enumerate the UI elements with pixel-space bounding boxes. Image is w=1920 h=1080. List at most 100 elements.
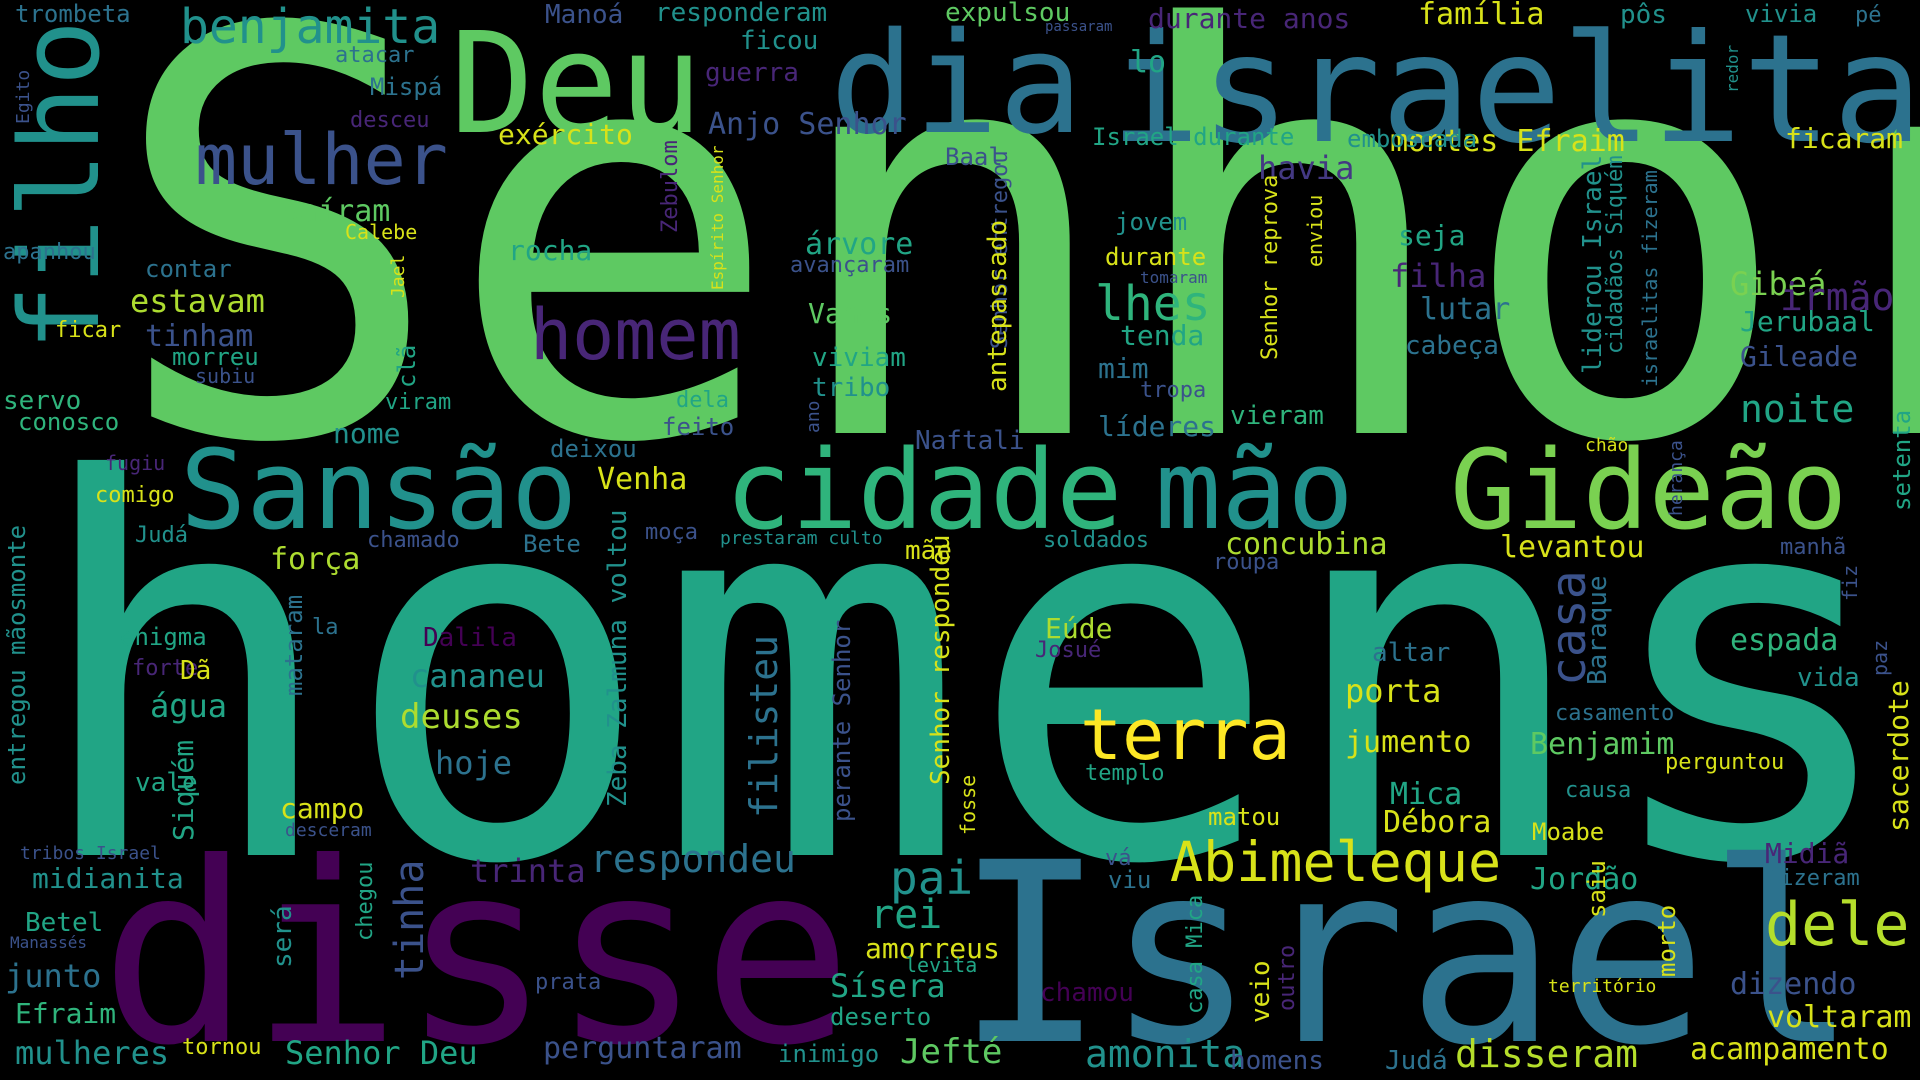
cloud-word: perante Senhor (828, 619, 856, 822)
cloud-word: espada (1730, 623, 1839, 658)
cloud-word: durante (1105, 243, 1207, 271)
cloud-word: tenda (1120, 319, 1205, 352)
cloud-word: morreu (172, 343, 259, 371)
cloud-word: estavam (130, 282, 265, 320)
cloud-word: Anjo Senhor (708, 107, 907, 142)
cloud-word: árvore (805, 227, 914, 262)
cloud-word: filha (1390, 257, 1487, 295)
cloud-word: Senhor respondeu (926, 534, 956, 785)
cloud-word: tribos Israel (20, 843, 161, 864)
cloud-word: filisteu (742, 634, 786, 818)
cloud-word: família (1418, 0, 1545, 32)
cloud-word: casa Mica (1183, 894, 1208, 1014)
cloud-word: dizendo (1730, 967, 1857, 1002)
cloud-word: Midiã (1765, 837, 1850, 870)
cloud-word: Jael (388, 254, 409, 298)
cloud-word: Gibeá (1730, 265, 1827, 303)
cloud-word: Israel (955, 809, 1859, 1080)
cloud-word: lo (1130, 45, 1167, 80)
cloud-word: mim (1098, 352, 1149, 385)
cloud-word: homens (1230, 1046, 1324, 1076)
cloud-word: perguntou (1665, 750, 1785, 775)
cloud-word: mulheres (15, 1034, 170, 1072)
cloud-word: Zebulom (658, 140, 683, 233)
cloud-word: ficaram (1785, 122, 1904, 155)
cloud-word: antepassado (983, 219, 1013, 392)
cloud-word: inimigo (778, 1040, 880, 1068)
cloud-word: Betel (25, 908, 104, 938)
cloud-word: outro (1275, 944, 1300, 1011)
cloud-word: contar (145, 255, 232, 283)
cloud-word: Jordão (1530, 862, 1639, 897)
cloud-word: la (312, 615, 339, 640)
cloud-word: vivia (1745, 0, 1818, 28)
cloud-word: fugiu (105, 451, 166, 475)
cloud-word: força (270, 542, 361, 577)
cloud-word: tinha (387, 859, 433, 980)
cloud-word: enigma (120, 623, 207, 651)
cloud-word: montes Efraim (1390, 124, 1625, 159)
cloud-word: havia (1258, 149, 1355, 187)
cloud-word: Zeba Zalmuna voltou (603, 509, 633, 807)
cloud-word: deserto (830, 1003, 932, 1031)
cloud-word: deuses (400, 697, 523, 737)
cloud-word: acampamento (1690, 1032, 1889, 1067)
cloud-word: disse (100, 809, 853, 1080)
cloud-word: lhes (1095, 276, 1211, 332)
cloud-word: tomaram (1140, 268, 1208, 287)
cloud-word: forte (132, 656, 199, 681)
cloud-word: vale (135, 768, 198, 798)
cloud-word: trinta (470, 852, 586, 890)
cloud-word: água (150, 687, 228, 725)
cloud-word: Sansão (180, 426, 578, 554)
cloud-word: levita (905, 953, 978, 977)
cloud-word: tropa (1140, 378, 1207, 403)
cloud-word: respondeu (590, 837, 796, 881)
cloud-word: saíram (282, 194, 391, 229)
cloud-word: exército (498, 118, 633, 151)
cloud-word: midianita (32, 862, 184, 895)
cloud-word: ano (803, 400, 824, 433)
cloud-word: desceu (350, 108, 430, 133)
cloud-word: Venha (597, 462, 688, 497)
cloud-word: mataram (280, 594, 308, 696)
cloud-word: Dã (180, 656, 212, 686)
cloud-word: dela (676, 388, 729, 413)
cloud-word: hoje (435, 744, 513, 782)
cloud-word: disseram (1455, 1032, 1639, 1076)
cloud-word: viu (1108, 866, 1152, 894)
cloud-word: voltaram (1767, 1000, 1912, 1035)
cloud-word: pé (1855, 3, 1882, 28)
cloud-word: chamou (1040, 978, 1134, 1008)
cloud-word: fiz (1838, 564, 1862, 601)
cloud-word: templo (1085, 761, 1165, 786)
cloud-word: Efraim (15, 997, 117, 1030)
cloud-word: trombeta (15, 0, 131, 28)
cloud-word: Abimeleque (1170, 830, 1502, 894)
cloud-word: Judá (135, 523, 188, 548)
cloud-word: Mica (1390, 777, 1463, 812)
cloud-word: Jerubaal (1740, 305, 1875, 338)
cloud-word: jumento (1345, 725, 1472, 760)
cloud-word: durante anos (1148, 2, 1351, 35)
cloud-word: fosse (956, 774, 980, 835)
cloud-word: casamento (1555, 701, 1675, 726)
cloud-word: irmão (1780, 275, 1895, 319)
cloud-word: pai (890, 851, 974, 905)
cloud-word: manhã (1780, 535, 1847, 560)
cloud-word: vá (1105, 846, 1132, 871)
cloud-word: Benjamim (1530, 727, 1675, 762)
cloud-word: junto (5, 957, 102, 995)
cloud-word: conosco (18, 408, 120, 436)
cloud-word: Gileade (1740, 340, 1859, 373)
cloud-word: concubina (1225, 527, 1388, 562)
cloud-word: subiu (195, 364, 256, 388)
cloud-word: Calebe (345, 220, 418, 244)
cloud-word: dia (830, 3, 1083, 166)
cloud-word: Senhor Deu (285, 1034, 478, 1072)
cloud-word: comigo (95, 483, 175, 508)
cloud-word: entregou mãosmonte (3, 524, 31, 785)
cloud-word: Senhor (108, 0, 1920, 566)
cloud-word: viviam (812, 343, 906, 373)
cloud-word: vieram (1230, 401, 1324, 431)
